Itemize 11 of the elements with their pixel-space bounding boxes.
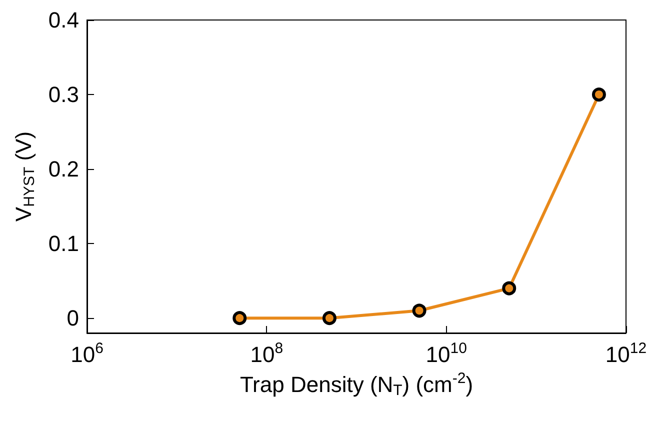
y-tick-label: 0.2 — [48, 156, 79, 182]
y-tick-label: 0.4 — [48, 8, 79, 32]
y-axis-title: VHYST (V) — [11, 131, 38, 222]
point — [412, 304, 426, 318]
y-tick-label: 0.1 — [48, 231, 79, 256]
point — [232, 311, 247, 326]
point — [592, 88, 606, 102]
point — [322, 311, 336, 326]
y-tick-label: 0.3 — [48, 82, 79, 108]
point — [502, 281, 516, 296]
y-tick-label: 0 — [66, 306, 79, 331]
